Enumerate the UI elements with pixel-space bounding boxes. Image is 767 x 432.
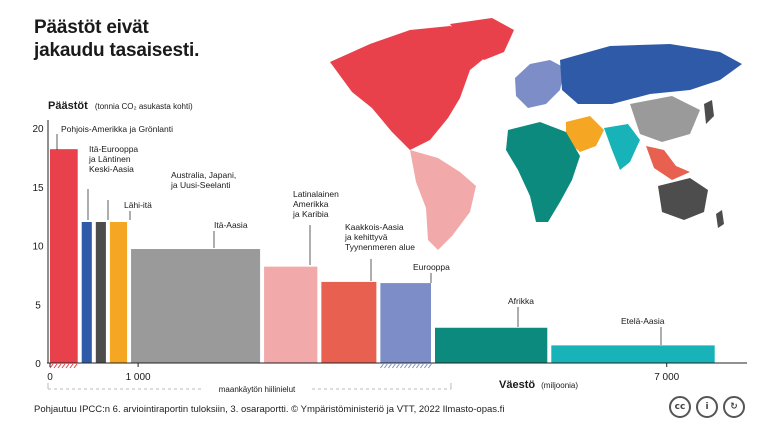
land-sink-hatch-na xyxy=(61,363,66,369)
land-sink-hatch-eu xyxy=(427,363,432,369)
cc-icon: cc xyxy=(669,396,691,418)
land-sink-hatch-na xyxy=(73,363,78,369)
bar-label: Australia, Japani, ja Uusi-Seelanti xyxy=(170,170,236,190)
title-line-1: Päästöt eivät xyxy=(34,17,149,38)
y-axis-unit: (tonnia CO₂ asukasta kohti) xyxy=(95,102,193,111)
map-southeast-asia xyxy=(646,146,690,180)
x-tick-label: 7 000 xyxy=(654,372,679,383)
bar-7 xyxy=(321,281,377,363)
y-tick-label: 5 xyxy=(35,300,41,311)
bars-group xyxy=(49,149,715,369)
bar-9 xyxy=(435,327,548,363)
x-tick-label: 0 xyxy=(47,372,53,383)
bar-label: Itä-Aasia xyxy=(214,220,248,230)
bar-10 xyxy=(551,345,715,363)
land-use-label: maankäytön hiilinielut xyxy=(219,385,296,394)
land-sink-hatch-na xyxy=(65,363,70,369)
land-sink-hatch-eu xyxy=(379,363,384,369)
world-map-image xyxy=(330,18,742,250)
map-latin-america xyxy=(410,150,476,250)
bar-label: Latinalainen Amerikka ja Karibia xyxy=(292,189,339,219)
land-sink-hatch-eu xyxy=(415,363,420,369)
x-axis-unit: (miljoonia) xyxy=(541,381,578,390)
x-axis: 0 1 000 7 000 xyxy=(47,120,747,383)
map-new-zealand xyxy=(716,210,724,228)
land-use-annotation: maankäytön hiilinielut xyxy=(47,383,452,394)
land-sink-hatch-eu xyxy=(407,363,412,369)
map-north-america xyxy=(330,26,492,150)
chart-title: Päästöt eivät jakaudu tasaisesti. xyxy=(34,16,274,62)
land-sink-hatch-na xyxy=(69,363,74,369)
y-tick-label: 20 xyxy=(32,124,44,135)
bar-label: Kaakkois-Aasia ja kehittyvä Tyynenmeren al… xyxy=(344,222,415,252)
bar-label: Pohjois-Amerikka ja Grönlanti xyxy=(61,124,173,134)
land-sink-hatch-eu xyxy=(423,363,428,369)
land-sink-hatch-eu xyxy=(391,363,396,369)
footer-source-text: Pohjautuu IPCC:n 6. arviointiraportin tu… xyxy=(34,404,505,415)
map-europe xyxy=(515,60,565,108)
share-alike-icon: ↻ xyxy=(723,396,745,418)
map-japan xyxy=(704,100,714,124)
land-sink-hatch-na xyxy=(57,363,62,369)
attribution-icon: i xyxy=(696,396,718,418)
y-tick-label: 0 xyxy=(35,359,41,370)
y-tick-label: 10 xyxy=(32,242,44,253)
map-middle-east xyxy=(566,116,604,152)
bar-2 xyxy=(81,222,92,363)
land-sink-hatch-eu xyxy=(383,363,388,369)
bar-6 xyxy=(264,266,318,363)
land-sink-hatch-eu xyxy=(399,363,404,369)
bar-3 xyxy=(95,222,106,363)
bar-label: Afrikka xyxy=(508,296,534,306)
land-sink-hatch-na xyxy=(49,363,54,369)
bar-8 xyxy=(380,283,432,363)
bar-4 xyxy=(109,222,128,363)
bar-labels-group: Pohjois-Amerikka ja Grönlanti Itä-Euroopp… xyxy=(56,124,665,345)
map-australia xyxy=(658,178,708,220)
bar-5 xyxy=(131,249,261,363)
land-sink-hatch-eu xyxy=(411,363,416,369)
land-sink-hatch-na xyxy=(53,363,58,369)
map-eastern-europe-central-asia xyxy=(560,44,742,104)
bar-label: Lähi-itä xyxy=(124,200,152,210)
land-sink-hatch-eu xyxy=(395,363,400,369)
y-tick-label: 15 xyxy=(32,183,44,194)
title-line-2: jakaudu tasaisesti. xyxy=(34,40,200,61)
land-sink-hatch-eu xyxy=(387,363,392,369)
bar-label: Itä-Eurooppa ja Läntinen Keski-Aasia xyxy=(88,144,138,174)
bar-label: Eurooppa xyxy=(413,262,450,272)
y-axis-title: Päästöt (tonnia CO₂ asukasta kohti) xyxy=(48,100,193,112)
x-axis-title: Väestö (miljoonia) xyxy=(499,379,578,391)
map-south-asia xyxy=(604,124,640,170)
bar-1 xyxy=(50,149,78,363)
bar-label: Etelä-Aasia xyxy=(621,316,665,326)
map-east-asia xyxy=(630,96,700,142)
y-axis-labels: 0 5 10 15 20 xyxy=(32,124,44,370)
x-tick-label: 1 000 xyxy=(126,372,151,383)
land-sink-hatch-eu xyxy=(419,363,424,369)
land-sink-hatch-eu xyxy=(403,363,408,369)
license-icons: cc i ↻ xyxy=(669,396,745,418)
map-greenland xyxy=(450,18,514,60)
map-africa xyxy=(506,122,580,222)
